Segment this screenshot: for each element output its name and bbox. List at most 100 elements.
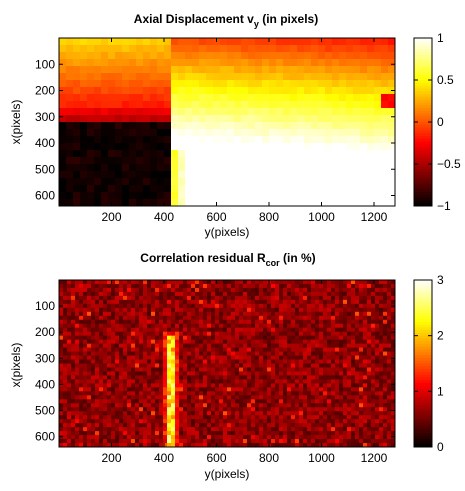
heatmap-cell [276,150,284,158]
x-tick-label: 1000 [308,210,335,224]
heatmap-cell [347,411,352,416]
heatmap-cell [315,375,320,380]
heatmap-cell [339,108,347,116]
heatmap-cell [155,307,160,313]
heatmap-cell [175,299,180,305]
heatmap-cell [220,136,228,144]
heatmap-cell [131,331,136,337]
heatmap-cell [167,335,172,341]
heatmap-cell [267,415,272,420]
heatmap-cell [207,343,212,348]
heatmap-cell [139,335,144,341]
heatmap-cell [251,387,256,392]
colorbar-step [414,150,432,154]
heatmap-cell [91,391,96,396]
heatmap-cell [219,323,224,329]
y-tick-label: 100 [35,299,55,313]
heatmap-cell [91,379,96,384]
heatmap-cell [248,73,256,81]
heatmap-cell [331,347,336,352]
heatmap-cell [115,363,120,368]
heatmap-cell [251,439,256,444]
heatmap-cell [206,87,214,95]
heatmap-cell [327,355,332,360]
heatmap-cell [255,399,260,404]
heatmap-cell [213,185,221,193]
heatmap-cell [171,283,176,289]
heatmap-cell [136,171,144,179]
heatmap-cell [219,395,224,400]
heatmap-cells [59,280,396,448]
heatmap-cell [311,192,319,200]
heatmap-cell [239,411,244,416]
heatmap-cell [279,443,284,448]
heatmap-cell [234,45,242,53]
heatmap-cell [175,415,180,420]
heatmap-cell [339,280,344,285]
heatmap-cell [325,101,333,109]
heatmap-cell [103,303,108,309]
heatmap-cell [332,80,340,88]
heatmap-cell [111,371,116,376]
heatmap-cell [178,87,186,95]
heatmap-cell [203,327,208,333]
heatmap-cell [157,192,165,200]
heatmap-cell [269,80,277,88]
heatmap-cell [75,439,80,444]
heatmap-cell [79,307,84,313]
heatmap-cell [203,403,208,408]
heatmap-cell [129,101,137,109]
heatmap-cell [248,136,256,144]
heatmap-cell [103,399,108,404]
heatmap-cell [147,399,152,404]
heatmap-cell [318,129,326,137]
heatmap-cell [167,280,172,285]
heatmap-cell [139,363,144,368]
heatmap-cell [339,59,347,67]
heatmap-cell [259,299,264,305]
heatmap-cell [155,323,160,329]
heatmap-cell [151,411,156,416]
heatmap-cell [387,331,392,337]
heatmap-cell [119,331,124,337]
heatmap-cell [123,443,128,448]
heatmap-cell [219,407,224,412]
heatmap-cell [383,391,388,396]
heatmap-cell [136,150,144,158]
heatmap-cell [343,415,348,420]
heatmap-cell [87,371,92,376]
heatmap-cell [363,291,368,297]
heatmap-cell [239,407,244,412]
heatmap-cell [122,185,130,193]
heatmap-cell [279,367,284,372]
heatmap-cell [171,129,179,137]
heatmap-cell [211,399,216,404]
heatmap-cell [297,73,305,81]
heatmap-cell [307,431,312,436]
heatmap-cell [315,335,320,341]
heatmap-cell [215,323,220,329]
heatmap-cell [295,355,300,360]
heatmap-cell [283,319,288,325]
heatmap-cell [379,443,384,448]
heatmap-cell [107,391,112,396]
heatmap-cell [311,94,319,102]
heatmap-cell [387,287,392,293]
heatmap-cell [235,280,240,285]
heatmap-cell [335,295,340,301]
heatmap-cell [71,327,76,333]
heatmap-cell [87,295,92,301]
heatmap-cell [287,291,292,297]
heatmap-cell [66,52,74,60]
heatmap-cell [231,415,236,420]
heatmap-cell [195,395,200,400]
heatmap-cell [191,291,196,297]
heatmap-cell [187,355,192,360]
heatmap-cell [79,319,84,325]
heatmap-cell [163,319,168,325]
heatmap-cell [179,419,184,424]
heatmap-cell [95,335,100,341]
heatmap-cell [331,423,336,428]
heatmap-cell [251,363,256,368]
heatmap-cell [199,371,204,376]
